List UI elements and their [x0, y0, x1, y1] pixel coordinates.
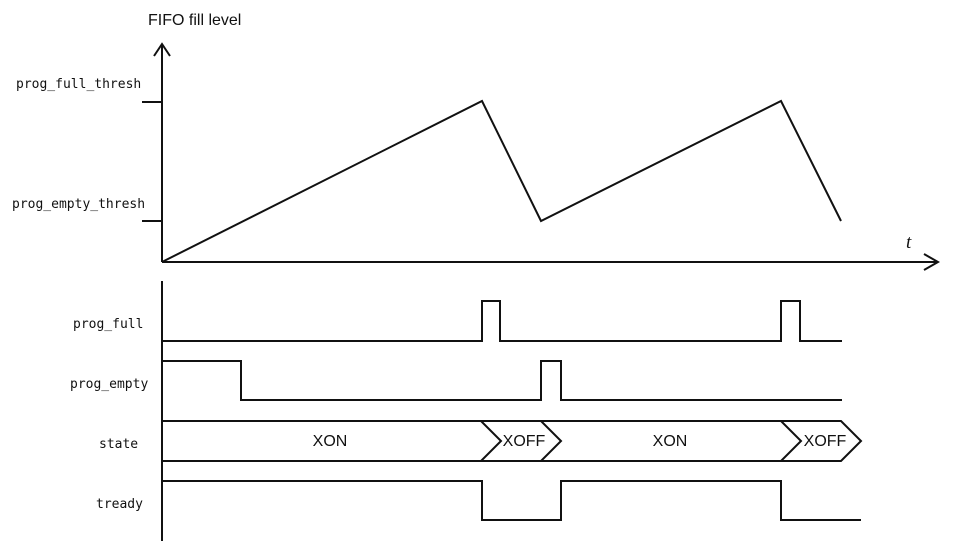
signal-label-prog-full: prog_full — [73, 317, 143, 332]
waveform-prog-empty — [162, 360, 842, 401]
state-segment-xon-1 — [162, 420, 503, 462]
signal-panel: prog_full prog_empty state XON XOFF XON … — [70, 281, 863, 541]
y-axis-arrow-icon — [153, 42, 171, 57]
signal-label-state: state — [99, 437, 138, 452]
x-axis-arrow-icon — [923, 253, 941, 271]
waveform-state: XON XOFF XON XOFF — [162, 420, 863, 462]
state-segment-xoff-2 — [781, 420, 863, 462]
state-label-xoff-2: XOFF — [804, 433, 847, 450]
waveform-tready — [162, 480, 861, 521]
x-axis-title: t — [906, 232, 912, 253]
fill-level-trace — [161, 99, 842, 263]
state-segment-xon-2 — [541, 420, 803, 462]
signal-label-prog-empty: prog_empty — [70, 377, 148, 392]
signal-label-tready: tready — [96, 497, 143, 512]
fill-level-plot: FIFO fill level t prog_full_thresh prog_… — [12, 12, 941, 271]
waveform-prog-full — [162, 300, 842, 342]
state-label-xon-1: XON — [313, 433, 348, 450]
y-axis-title: FIFO fill level — [148, 12, 241, 29]
state-segment-xoff-1 — [481, 420, 563, 462]
state-label-xoff-1: XOFF — [503, 433, 546, 450]
label-prog-empty-thresh: prog_empty_thresh — [12, 197, 145, 212]
state-label-xon-2: XON — [653, 433, 688, 450]
label-prog-full-thresh: prog_full_thresh — [16, 77, 141, 92]
